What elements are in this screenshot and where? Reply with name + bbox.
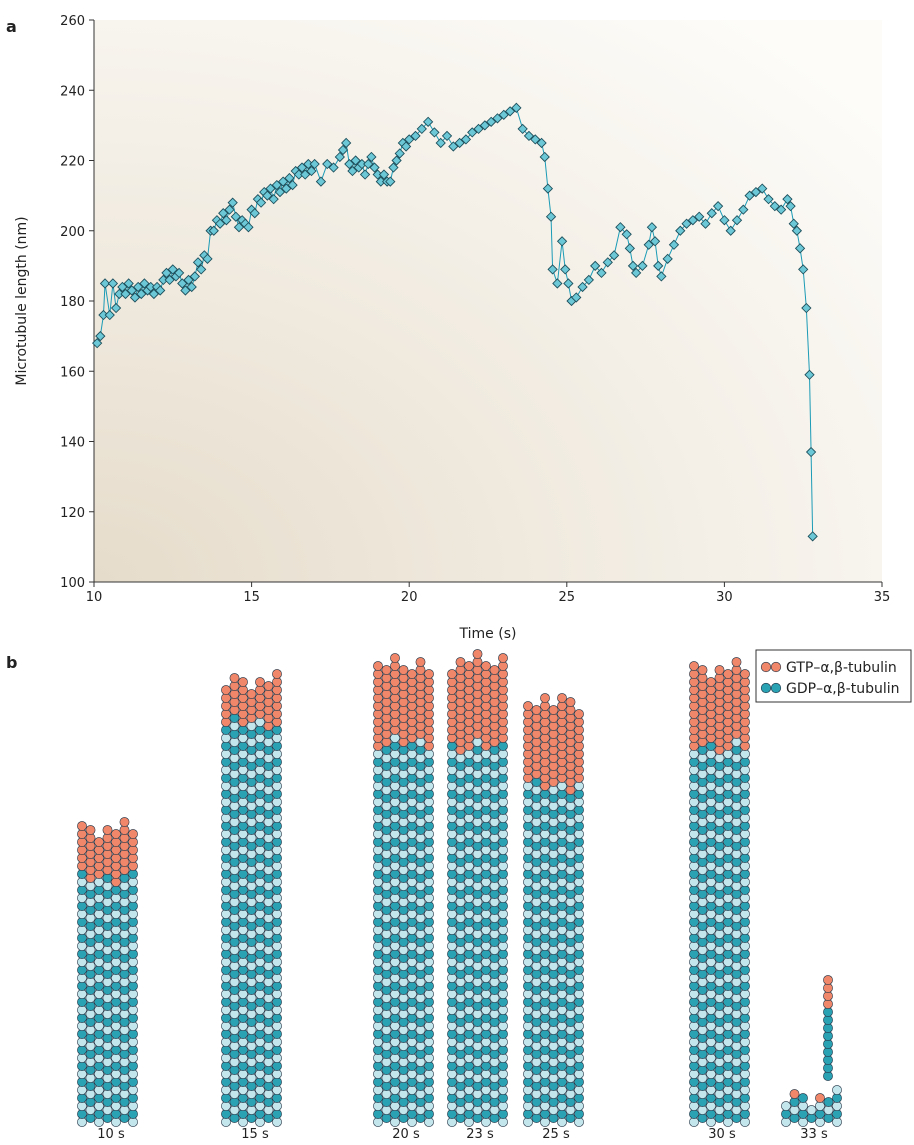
tubulin — [557, 693, 566, 702]
tubulin — [706, 677, 715, 686]
legend-swatch — [771, 683, 781, 693]
tubulin — [566, 697, 575, 706]
tubulin — [94, 837, 103, 846]
tubulin — [120, 817, 129, 826]
y-tick-label: 200 — [60, 225, 85, 240]
legend-label: GDP–α,β-tubulin — [786, 681, 900, 697]
tubulin — [86, 825, 95, 834]
tubulin — [798, 1093, 807, 1102]
tubulin — [732, 657, 741, 666]
tubulin — [230, 673, 239, 682]
y-tick-label: 100 — [60, 576, 85, 591]
tubulin — [382, 665, 391, 674]
figure: a b Time (s) Microtubule length (nm) 100… — [0, 0, 914, 1141]
tubulin — [540, 693, 549, 702]
y-tick-label: 160 — [60, 365, 85, 380]
tubulin — [247, 689, 256, 698]
tubulin — [238, 677, 247, 686]
legend-swatch — [761, 683, 771, 693]
time-label: 25 s — [542, 1127, 570, 1141]
tubulin — [498, 653, 507, 662]
tubulin — [473, 649, 482, 658]
tubulin — [698, 665, 707, 674]
y-tick-label: 220 — [60, 155, 85, 170]
y-tick-label: 140 — [60, 436, 85, 451]
tubulin — [815, 1093, 824, 1102]
tubulin — [715, 665, 724, 674]
panel-label: a — [6, 17, 17, 36]
tubulin — [447, 669, 456, 678]
x-axis-label: Time (s) — [459, 626, 517, 642]
y-tick-label: 180 — [60, 295, 85, 310]
tubulin — [464, 661, 473, 670]
legend-swatch — [761, 662, 771, 672]
tubulin — [103, 825, 112, 834]
time-label: 10 s — [97, 1127, 125, 1141]
tubulin — [689, 661, 698, 670]
tubulin — [740, 669, 749, 678]
microtubule-diagrams — [77, 649, 841, 1126]
time-label: 15 s — [241, 1127, 269, 1141]
x-tick-label: 20 — [401, 590, 418, 605]
y-tick-label: 260 — [60, 14, 85, 29]
tubulin — [407, 669, 416, 678]
tubulin — [790, 1089, 799, 1098]
x-tick-label: 25 — [559, 590, 576, 605]
time-label: 30 s — [708, 1127, 736, 1141]
tubulin — [399, 665, 408, 674]
x-tick-label: 15 — [243, 590, 260, 605]
tubulin — [77, 821, 86, 830]
tubulin — [390, 653, 399, 662]
tubulin — [832, 1085, 841, 1094]
tubulin — [523, 701, 532, 710]
x-tick-label: 35 — [874, 590, 891, 605]
tubulin — [481, 661, 490, 670]
time-label: 20 s — [392, 1127, 420, 1141]
tubulin — [255, 677, 264, 686]
tubulin — [574, 709, 583, 718]
tubulin — [723, 669, 732, 678]
y-axis-label: Microtubule length (nm) — [14, 216, 30, 385]
tubulin — [272, 669, 281, 678]
x-tick-label: 10 — [86, 590, 103, 605]
tubulin — [456, 657, 465, 666]
time-label: 23 s — [466, 1127, 494, 1141]
tubulin — [824, 1097, 833, 1106]
y-tick-label: 240 — [60, 84, 85, 99]
tubulin — [823, 975, 832, 984]
plot-background — [94, 20, 882, 582]
legend-label: GTP–α,β-tubulin — [786, 660, 897, 676]
tubulin — [373, 661, 382, 670]
tubulin — [549, 705, 558, 714]
legend-swatch — [771, 662, 781, 672]
tubulin — [424, 669, 433, 678]
tubulin — [807, 1105, 816, 1114]
tubulin — [111, 829, 120, 838]
tubulin — [128, 829, 137, 838]
tubulin — [221, 685, 230, 694]
time-label: 33 s — [800, 1127, 828, 1141]
y-tick-label: 120 — [60, 506, 85, 521]
panel-label: b — [6, 653, 17, 672]
tubulin — [264, 681, 273, 690]
tubulin — [490, 665, 499, 674]
tubulin — [781, 1101, 790, 1110]
x-tick-label: 30 — [716, 590, 733, 605]
tubulin — [416, 657, 425, 666]
tubulin — [532, 705, 541, 714]
